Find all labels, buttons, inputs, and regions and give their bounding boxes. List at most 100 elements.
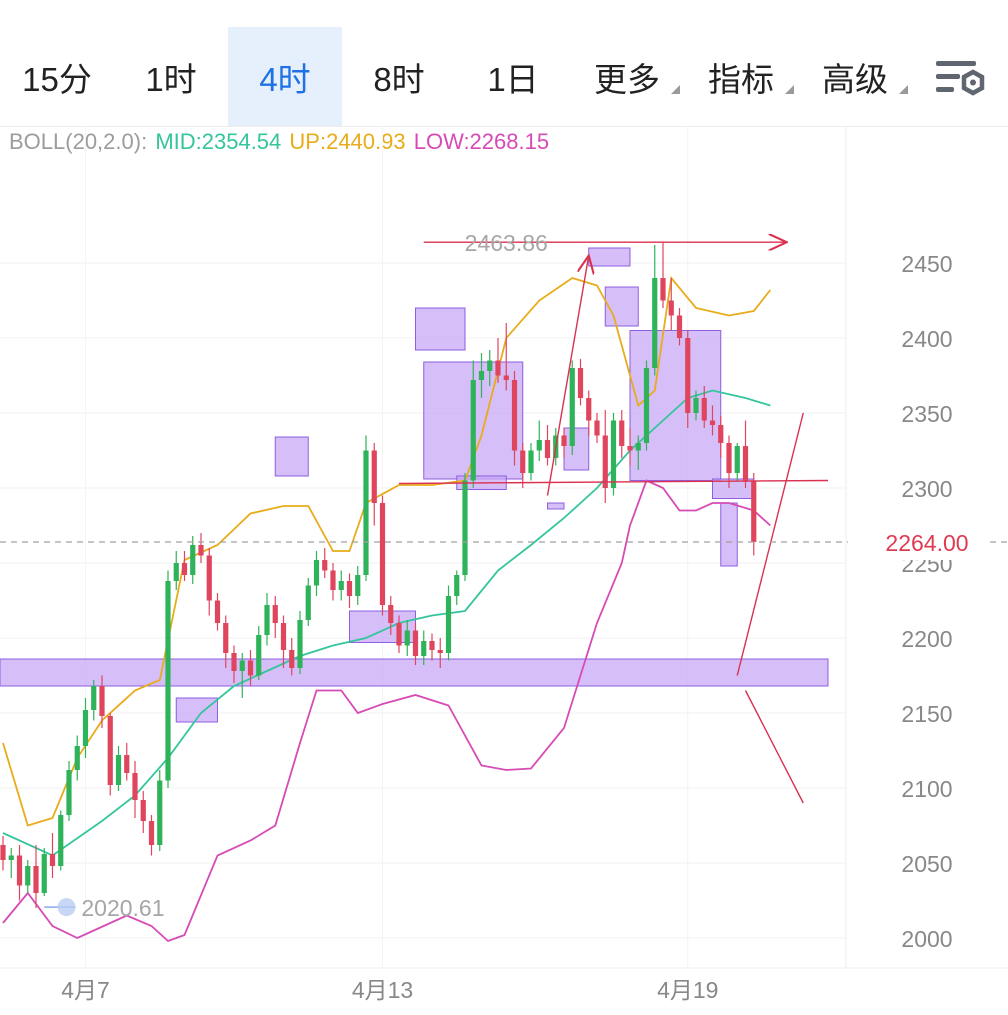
y-tick-label: 2000 [901, 926, 952, 952]
tab-8h[interactable]: 8时 [342, 27, 456, 126]
tab-label: 1时 [145, 60, 197, 98]
x-tick-label: 4月7 [61, 977, 110, 1003]
boll-mid-band [2, 389, 771, 857]
current-price-tag: 2264.00 [885, 530, 968, 556]
bollinger-bands [2, 275, 772, 943]
tab-label: 指标 [708, 60, 774, 98]
candle-body [74, 746, 80, 770]
highlight-zone [563, 427, 590, 471]
candle-body [602, 435, 608, 488]
candle-body [470, 380, 476, 481]
low-price-marker-icon [57, 898, 76, 917]
candle-body [264, 605, 270, 635]
candle-body [82, 710, 89, 746]
annotation-line [546, 256, 589, 496]
candle-body [198, 545, 204, 556]
candle-body [132, 773, 138, 800]
candle-body [445, 596, 452, 653]
highlight-zone [274, 436, 309, 477]
candle-body [511, 380, 518, 451]
boll-name: BOLL(20,2.0): [9, 129, 148, 154]
dropdown-triangle-icon [899, 85, 908, 94]
candle-body [124, 755, 130, 773]
candle-body [140, 800, 146, 821]
tab-1h[interactable]: 1时 [114, 27, 228, 126]
candle-body [627, 446, 633, 451]
candle-body [190, 545, 196, 575]
x-tick-label: 4月13 [352, 977, 413, 1003]
current-price-tag-bg [848, 524, 988, 560]
annotation-line [744, 690, 804, 804]
candle-body [173, 563, 179, 581]
candle-body [272, 605, 278, 623]
tab-1d[interactable]: 1日 [456, 27, 570, 126]
candle-body [462, 480, 468, 575]
candle-body [561, 435, 567, 446]
candle-body [256, 635, 262, 676]
candle-body [322, 560, 328, 571]
highlight-zone [175, 697, 218, 723]
tab-label: 8时 [373, 60, 425, 98]
candle-body [239, 660, 245, 671]
tab-more[interactable]: 更多 [570, 27, 684, 126]
candle-body [148, 821, 155, 845]
candle-body [412, 630, 419, 656]
candle-body [709, 420, 716, 425]
candle-body [404, 630, 410, 646]
tab-label: 4时 [259, 60, 311, 98]
candle-body [668, 300, 674, 316]
boll-up-value: UP:2440.93 [289, 129, 406, 154]
boll-lower-band [2, 479, 771, 943]
dropdown-triangle-icon [785, 85, 794, 94]
candle-body [478, 371, 485, 380]
x-tick-label: 4月19 [657, 977, 718, 1003]
candle-body [313, 560, 320, 586]
candle-body [610, 420, 617, 488]
candle-body [25, 866, 31, 886]
candle-body [297, 620, 303, 668]
y-tick-label: 2150 [901, 701, 952, 727]
highlight-zone [415, 307, 466, 351]
highlight-zone [604, 286, 639, 327]
candle-body [676, 315, 683, 338]
annotation-lines [0, 242, 1008, 804]
highlight-zone [349, 610, 416, 643]
dropdown-triangle-icon [671, 85, 680, 94]
candle-body [429, 641, 435, 650]
candlestick-chart[interactable]: 2000205021002150220022502300235024002450… [0, 126, 1008, 1015]
candle-body [49, 854, 56, 866]
tab-indicators[interactable]: 指标 [684, 27, 798, 126]
candle-body [660, 278, 666, 301]
candle-body [355, 575, 361, 596]
tab-15min[interactable]: 15分 [0, 27, 114, 126]
candle-body [16, 855, 23, 886]
candle-body [503, 375, 509, 380]
high-price-label: 2463.86 [465, 230, 548, 256]
candle-body [58, 815, 64, 866]
tab-4h[interactable]: 4时 [228, 27, 342, 126]
candle-body [99, 686, 105, 716]
y-tick-label: 2050 [901, 851, 952, 877]
candle-body [619, 420, 625, 446]
low-price-label: 2020.61 [81, 895, 164, 921]
candle-body [280, 623, 287, 650]
candle-body [41, 854, 47, 893]
candle-body [338, 581, 344, 590]
candle-body [693, 398, 699, 413]
candle-body [594, 420, 600, 436]
candle-body [247, 660, 254, 676]
candle-body [701, 398, 707, 421]
y-tick-label: 2200 [901, 626, 952, 652]
tab-advanced[interactable]: 高级 [798, 27, 912, 126]
chart-settings-gear-icon[interactable] [932, 56, 988, 100]
candle-body [363, 450, 369, 575]
candle-body [635, 443, 641, 451]
candle-body [528, 450, 534, 473]
grid-lines [0, 126, 846, 968]
candles [0, 242, 757, 908]
candle-body [115, 755, 122, 785]
candle-body [388, 605, 394, 623]
candle-body [495, 360, 501, 376]
candle-body [371, 450, 377, 503]
candle-body [91, 686, 97, 710]
